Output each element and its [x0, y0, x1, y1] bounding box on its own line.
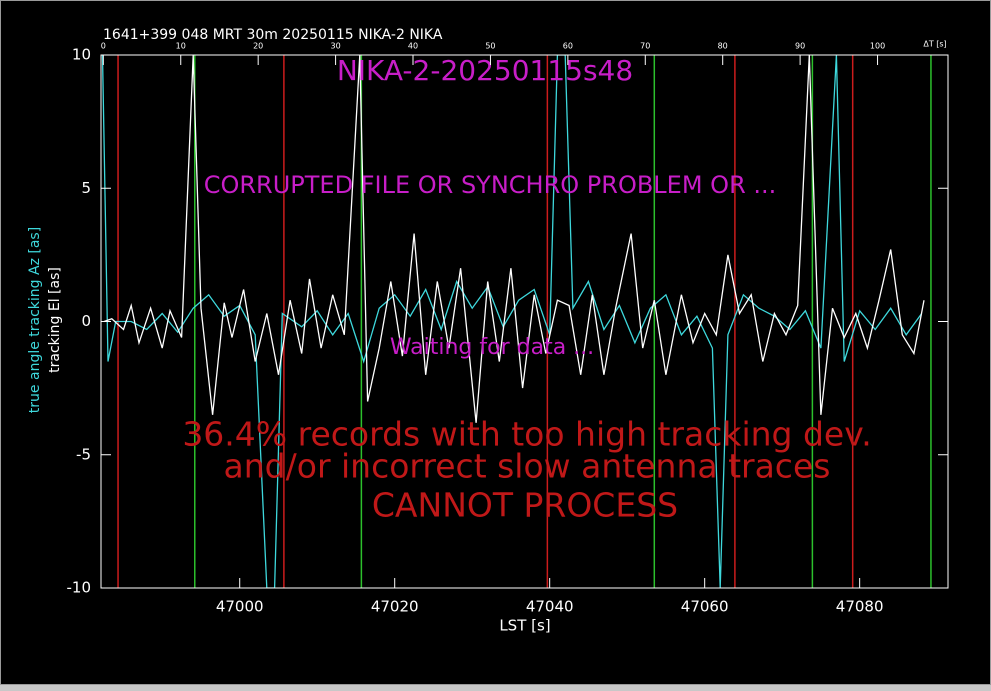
x2-tick-label: 30: [330, 42, 340, 51]
y-tick-label: 0: [81, 312, 91, 330]
y-axis-label: tracking El [as]: [47, 267, 63, 373]
x2-tick-label: 80: [718, 42, 728, 51]
y-tick-label: -10: [67, 579, 92, 597]
x-axis-label: LST [s]: [499, 617, 550, 635]
scan-label: NIKA-2-20250115s48: [337, 54, 633, 87]
error-line: 36.4% records with too high tracking dev…: [182, 415, 871, 454]
x-tick-label: 47000: [216, 598, 264, 616]
chart-title: 1641+399 048 MRT 30m 20250115 NIKA-2 NIK…: [103, 27, 443, 43]
y-axis-label: true angle tracking Az [as]: [27, 227, 43, 413]
x2-tick-label: 40: [408, 42, 418, 51]
status: Waiting for data ...: [390, 335, 594, 360]
x-tick-label: 47020: [371, 598, 419, 616]
x2-tick-label: 0: [101, 42, 106, 51]
x2-tick-label: 100: [870, 42, 885, 51]
x-tick-label: 47080: [836, 598, 884, 616]
y-tick-label: -5: [76, 445, 91, 463]
x2-tick-label: 20: [253, 42, 263, 51]
x2-tick-label: 90: [795, 42, 805, 51]
trace: [101, 55, 923, 588]
x-tick-label: 47060: [681, 598, 729, 616]
x2-tick-label: 10: [176, 42, 186, 51]
y-tick-label: 10: [72, 46, 91, 64]
x2-tick-label: 50: [485, 42, 495, 51]
x2-axis-label: ΔT [s]: [923, 40, 946, 49]
warning: CORRUPTED FILE OR SYNCHRO PROBLEM OR ...: [204, 171, 777, 199]
trace: [103, 55, 925, 423]
x2-tick-label: 60: [563, 42, 573, 51]
x-tick-label: 47040: [526, 598, 574, 616]
error-line: and/or incorrect slow antenna traces: [224, 447, 831, 486]
y-tick-label: 5: [81, 179, 91, 197]
x2-tick-label: 70: [640, 42, 650, 51]
error-line: CANNOT PROCESS: [372, 486, 678, 525]
bottom-bar: [0, 685, 991, 691]
plot: [101, 55, 932, 588]
